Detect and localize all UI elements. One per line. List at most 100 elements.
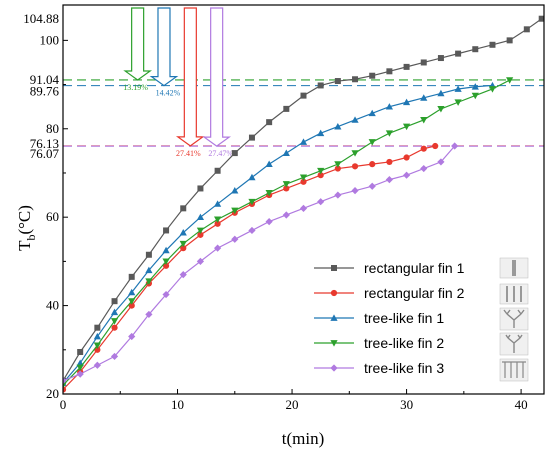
data-point-2-9 xyxy=(214,200,222,207)
data-point-0-8 xyxy=(197,185,204,192)
reference-label-1: 91.04 xyxy=(30,72,60,87)
data-point-2-12 xyxy=(265,160,273,168)
data-point-1-7 xyxy=(180,245,187,252)
data-point-0-20 xyxy=(403,63,410,70)
data-point-2-17 xyxy=(351,116,359,123)
legend-label-3: tree-like fin 2 xyxy=(364,335,444,351)
series-2 xyxy=(63,81,497,386)
data-point-2-19 xyxy=(385,103,393,110)
data-point-2-24 xyxy=(471,83,479,90)
data-point-1-9 xyxy=(214,220,221,227)
legend-label-1: rectangular fin 2 xyxy=(364,285,465,301)
data-point-3-18 xyxy=(368,139,376,146)
data-point-3-10 xyxy=(231,207,239,215)
data-point-0-18 xyxy=(369,72,376,79)
data-point-0-9 xyxy=(214,167,221,174)
legend-box xyxy=(306,254,534,384)
reduction-arrow-1 xyxy=(149,7,179,87)
reference-label-4: 76.07 xyxy=(30,146,60,161)
x-tick-label-3: 30 xyxy=(400,397,413,412)
fin-thumbnail-rectangular-2 xyxy=(499,283,529,305)
x-axis-title: t(min) xyxy=(282,429,325,448)
data-point-1-16 xyxy=(334,165,341,172)
data-point-4-3 xyxy=(110,352,119,361)
data-point-0-25 xyxy=(489,41,496,48)
data-point-1-6 xyxy=(162,262,170,269)
data-point-0-22 xyxy=(437,55,444,62)
data-point-2-8 xyxy=(196,213,205,221)
y-axis-title: Tb(°C) xyxy=(15,205,38,251)
data-point-0-12 xyxy=(266,119,273,126)
data-point-4-8 xyxy=(196,257,205,265)
data-point-4-14 xyxy=(299,204,308,212)
data-point-0-5 xyxy=(145,251,152,258)
data-point-3-13 xyxy=(282,181,290,188)
legend-label-0: rectangular fin 1 xyxy=(364,260,465,276)
data-point-1-13 xyxy=(283,185,290,192)
data-point-3-24 xyxy=(471,92,479,100)
data-point-1-18 xyxy=(369,161,376,168)
data-point-0-2 xyxy=(94,324,101,331)
reduction-label-2: 27.41% xyxy=(176,149,201,158)
data-point-1-0 xyxy=(63,386,67,393)
data-point-0-17 xyxy=(352,76,359,83)
y-axis-title-unit: (°C) xyxy=(15,205,34,234)
plot-frame xyxy=(62,4,545,395)
data-point-3-17 xyxy=(351,150,359,157)
data-point-3-6 xyxy=(162,258,170,265)
data-point-2-6 xyxy=(162,246,170,254)
legend-marker-1 xyxy=(330,289,338,297)
data-point-3-9 xyxy=(214,216,222,223)
data-point-4-16 xyxy=(334,191,342,199)
fin-thumbnail-tree-2 xyxy=(499,332,529,356)
data-point-1-3 xyxy=(111,324,118,331)
y-axis-title-sub: b xyxy=(24,235,38,241)
series-group xyxy=(63,15,544,393)
data-point-2-7 xyxy=(179,229,187,236)
data-point-2-23 xyxy=(454,85,462,92)
data-point-0-28 xyxy=(538,15,544,22)
data-point-1-20 xyxy=(403,154,410,161)
data-point-2-16 xyxy=(334,122,342,130)
data-point-1-19 xyxy=(386,158,393,166)
data-point-4-5 xyxy=(145,310,153,319)
data-point-4-19 xyxy=(385,176,393,184)
data-point-4-11 xyxy=(248,226,256,235)
data-point-3-19 xyxy=(385,130,393,137)
data-point-2-4 xyxy=(128,288,136,296)
reduction-label-0: 13.19% xyxy=(123,83,148,92)
reference-label-3: 76.13 xyxy=(30,136,59,151)
data-point-2-18 xyxy=(368,109,376,117)
data-point-4-4 xyxy=(128,332,136,341)
data-point-3-20 xyxy=(402,123,411,131)
reduction-label-1: 14.42% xyxy=(156,89,181,98)
data-point-1-8 xyxy=(197,231,204,238)
data-point-0-11 xyxy=(248,134,255,141)
data-point-4-17 xyxy=(351,187,359,195)
data-point-2-15 xyxy=(317,129,325,137)
data-point-3-14 xyxy=(299,174,308,181)
data-point-0-4 xyxy=(128,273,135,280)
legend-marker-4 xyxy=(330,364,338,372)
data-point-0-13 xyxy=(283,105,290,112)
data-point-4-21 xyxy=(420,164,428,173)
y-tick-label-2: 60 xyxy=(46,209,59,224)
data-point-4-23 xyxy=(451,142,459,150)
data-point-4-0 xyxy=(63,377,67,385)
legend-label-4: tree-like fin 3 xyxy=(364,360,444,376)
reduction-arrow-0 xyxy=(123,7,153,81)
data-point-3-22 xyxy=(437,106,445,113)
data-point-0-3 xyxy=(111,298,118,305)
series-3 xyxy=(63,77,514,389)
data-point-3-25 xyxy=(488,86,497,93)
data-point-0-6 xyxy=(163,227,170,234)
data-point-2-22 xyxy=(437,89,445,97)
data-point-2-21 xyxy=(420,94,428,101)
data-point-2-11 xyxy=(248,173,256,181)
fin-thumbnail-tree-1 xyxy=(499,307,529,331)
reference-lines xyxy=(63,79,544,147)
data-point-2-3 xyxy=(110,308,119,316)
legend-marker-2 xyxy=(330,314,338,321)
data-point-4-18 xyxy=(368,182,376,190)
